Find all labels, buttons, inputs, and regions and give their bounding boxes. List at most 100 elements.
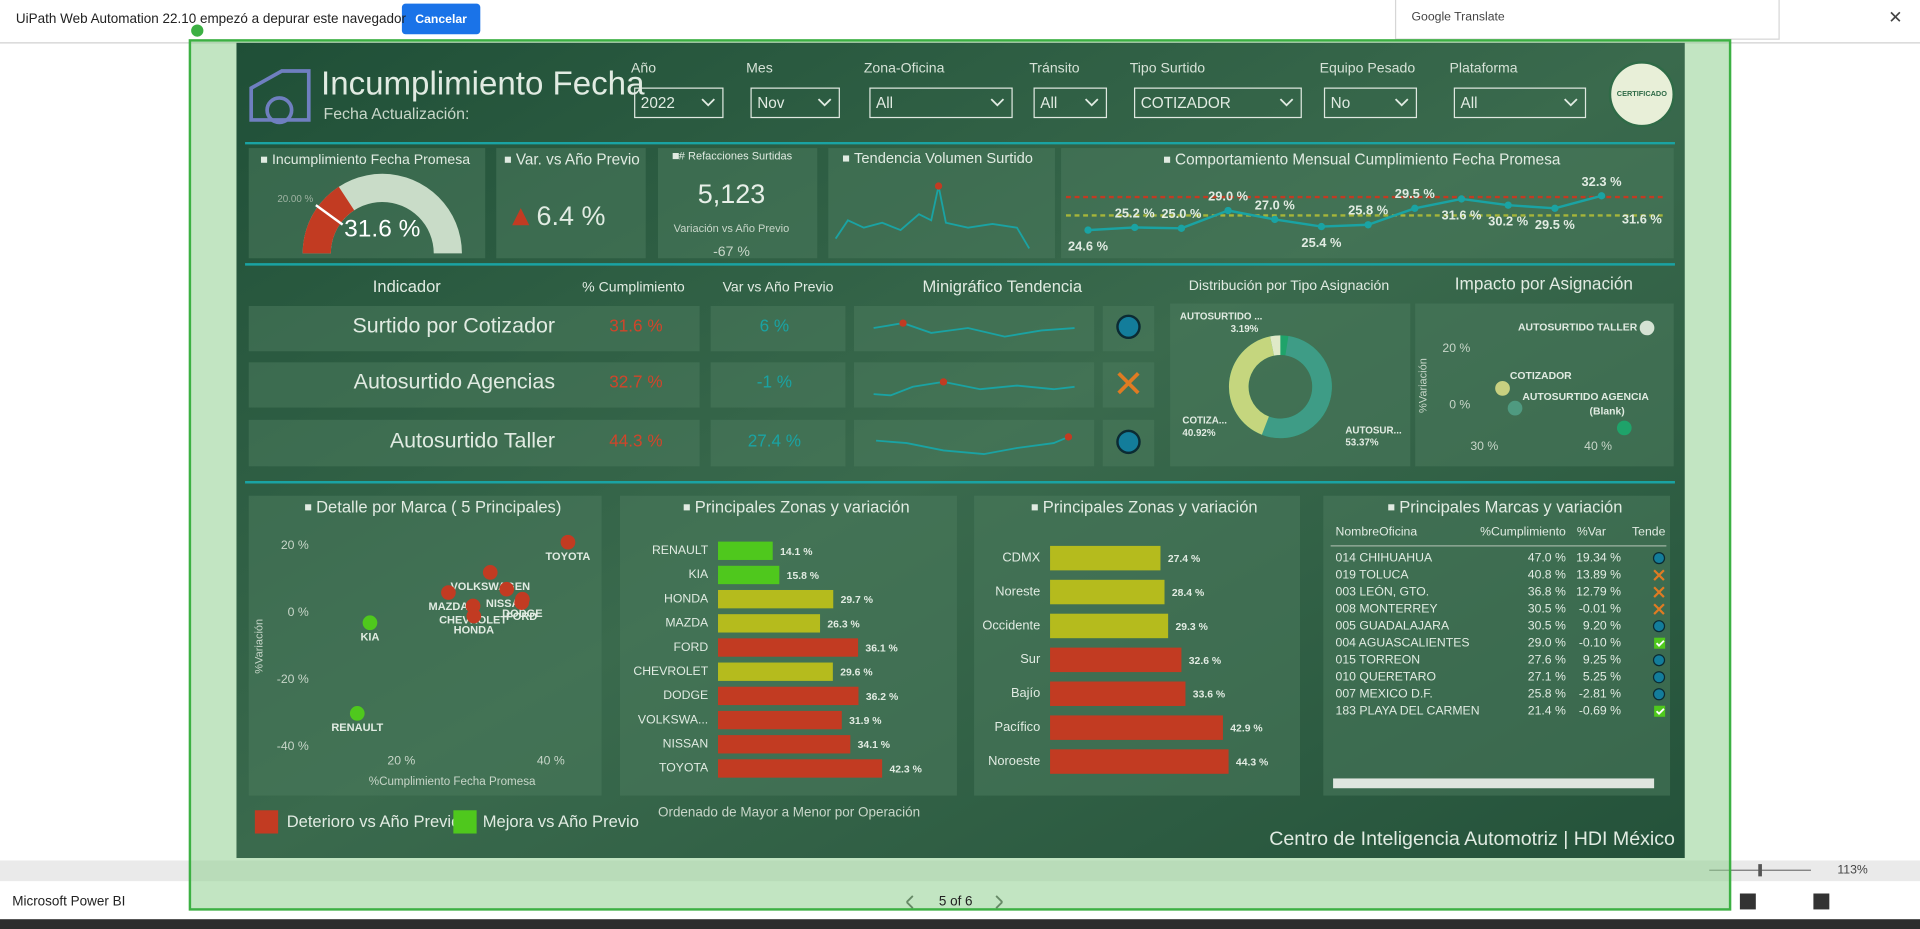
line (1087, 194, 1602, 232)
filter-dropdown[interactable] (1453, 87, 1587, 119)
point-label: RENAULT (331, 722, 383, 734)
gauge-value-label: 31.6 % (344, 216, 420, 243)
category-label: VOLKSWA... (638, 712, 708, 726)
filter-value: COTIZADOR (1141, 95, 1231, 112)
cell: 008 MONTERREY (1336, 601, 1438, 615)
point-label: NISSAN (486, 598, 528, 610)
line-point (1457, 195, 1466, 203)
bar (1050, 647, 1182, 673)
facebook-icon[interactable] (1739, 893, 1756, 910)
bar (1050, 681, 1186, 706)
row-value: 44.3 % (609, 430, 662, 450)
kpi-subvalue: -67 % (713, 243, 750, 259)
filter-dropdown[interactable] (750, 87, 840, 119)
cell: 014 CHIHUAHUA (1336, 550, 1433, 564)
status-icon (1652, 620, 1666, 633)
y-tick-label: 0 % (1449, 398, 1470, 412)
dropdown-arrow (701, 98, 715, 107)
bar (718, 759, 883, 778)
panel-title: Incumplimiento Fecha Promesa (272, 151, 470, 167)
filter-dropdown[interactable] (1323, 87, 1418, 119)
category-label: Occidente (982, 617, 1040, 632)
category-label: Noreste (995, 583, 1040, 598)
cell: 19.34 % (1576, 550, 1621, 564)
line-point (1177, 224, 1186, 232)
bar (1050, 545, 1161, 571)
taskbar (0, 919, 1920, 929)
slice-label: AUTOSURTIDO ... (1180, 312, 1263, 323)
dropdown-arrow (1394, 98, 1409, 107)
row-variation: -1 % (757, 372, 792, 392)
donut-slice (1270, 335, 1281, 356)
filter-dropdown[interactable] (869, 87, 1013, 119)
data-label: 27.4 % (1168, 554, 1200, 565)
data-label: 33.6 % (1193, 690, 1225, 701)
row-name: Autosurtido Taller (390, 429, 555, 453)
scatter-point (1639, 320, 1655, 336)
scatter-point (1507, 400, 1523, 416)
point-label: AUTOSURTIDO AGENCIA (1522, 392, 1649, 403)
page-indicator: 5 of 6 (939, 894, 973, 909)
bar (718, 735, 851, 754)
category-label: FORD (674, 640, 709, 654)
gauge-target-label: 20.00 % (277, 194, 313, 205)
cell: 5.25 % (1583, 669, 1621, 683)
badge (1608, 61, 1675, 128)
column-header: Minigráfico Tendencia (923, 277, 1083, 296)
data-label: 26.3 % (827, 619, 859, 630)
cell: -2.81 % (1579, 686, 1621, 700)
highlight-handle (191, 24, 204, 37)
data-label: 34.1 % (858, 740, 890, 751)
cell: 25.8 % (1528, 686, 1566, 700)
slice-label: AUTOSUR... (1345, 425, 1402, 436)
cell: 007 MEXICO D.F. (1336, 686, 1433, 700)
gauge-value (302, 186, 355, 254)
bar (718, 686, 859, 706)
panel-title: Comportamiento Mensual Cumplimiento Fech… (1175, 151, 1561, 168)
data-label: 29.3 % (1175, 622, 1207, 633)
legend-swatch (254, 810, 279, 834)
close-icon[interactable]: ✕ (1888, 7, 1902, 27)
zoom-thumb[interactable] (1758, 864, 1762, 877)
bar (718, 614, 821, 633)
y-tick-label: 20 % (281, 538, 309, 552)
category-label: Noroeste (988, 753, 1040, 768)
line-point (1504, 201, 1512, 209)
filter-label: Año (631, 59, 656, 75)
gauge-target (315, 204, 344, 226)
slice-label: COTIZA... (1182, 416, 1227, 427)
bar (1050, 749, 1229, 774)
scatter-point (362, 615, 378, 631)
filter-dropdown[interactable] (1033, 87, 1108, 119)
y-tick-label: -20 % (277, 672, 309, 686)
bar (718, 541, 773, 560)
filter-label: Zona-Oficina (864, 59, 945, 75)
data-label: 30.2 % (1488, 214, 1529, 229)
bar (718, 565, 780, 585)
bar (718, 710, 842, 730)
cell: 9.20 % (1583, 618, 1621, 632)
scatter-point (1495, 381, 1510, 396)
x-tick-label: 30 % (1470, 439, 1498, 453)
filter-dropdown[interactable] (634, 87, 724, 119)
cell: 019 TOLUCA (1336, 567, 1410, 581)
filter-dropdown[interactable] (1133, 87, 1302, 119)
legend-label: Mejora vs Año Previo (483, 812, 639, 831)
title-bullet (683, 504, 690, 511)
data-label: 25.2 % (1115, 205, 1156, 220)
scatter-point (441, 585, 456, 600)
status-icon (1652, 688, 1666, 701)
linkedin-icon[interactable] (1813, 893, 1830, 910)
kpi-var-value: 6.4 % (537, 201, 606, 231)
filter-value: No (1331, 95, 1351, 112)
column-header: Tende (1632, 525, 1666, 539)
scrollbar[interactable] (1333, 778, 1655, 789)
column-header: Var vs Año Previo (723, 278, 834, 294)
data-label: 44.3 % (1236, 758, 1268, 769)
dropdown-arrow (990, 98, 1005, 107)
category-label: NISSAN (663, 737, 709, 751)
cell: 29.0 % (1528, 635, 1566, 649)
filter-label: Equipo Pesado (1320, 59, 1416, 75)
cancel-button[interactable] (401, 3, 481, 35)
